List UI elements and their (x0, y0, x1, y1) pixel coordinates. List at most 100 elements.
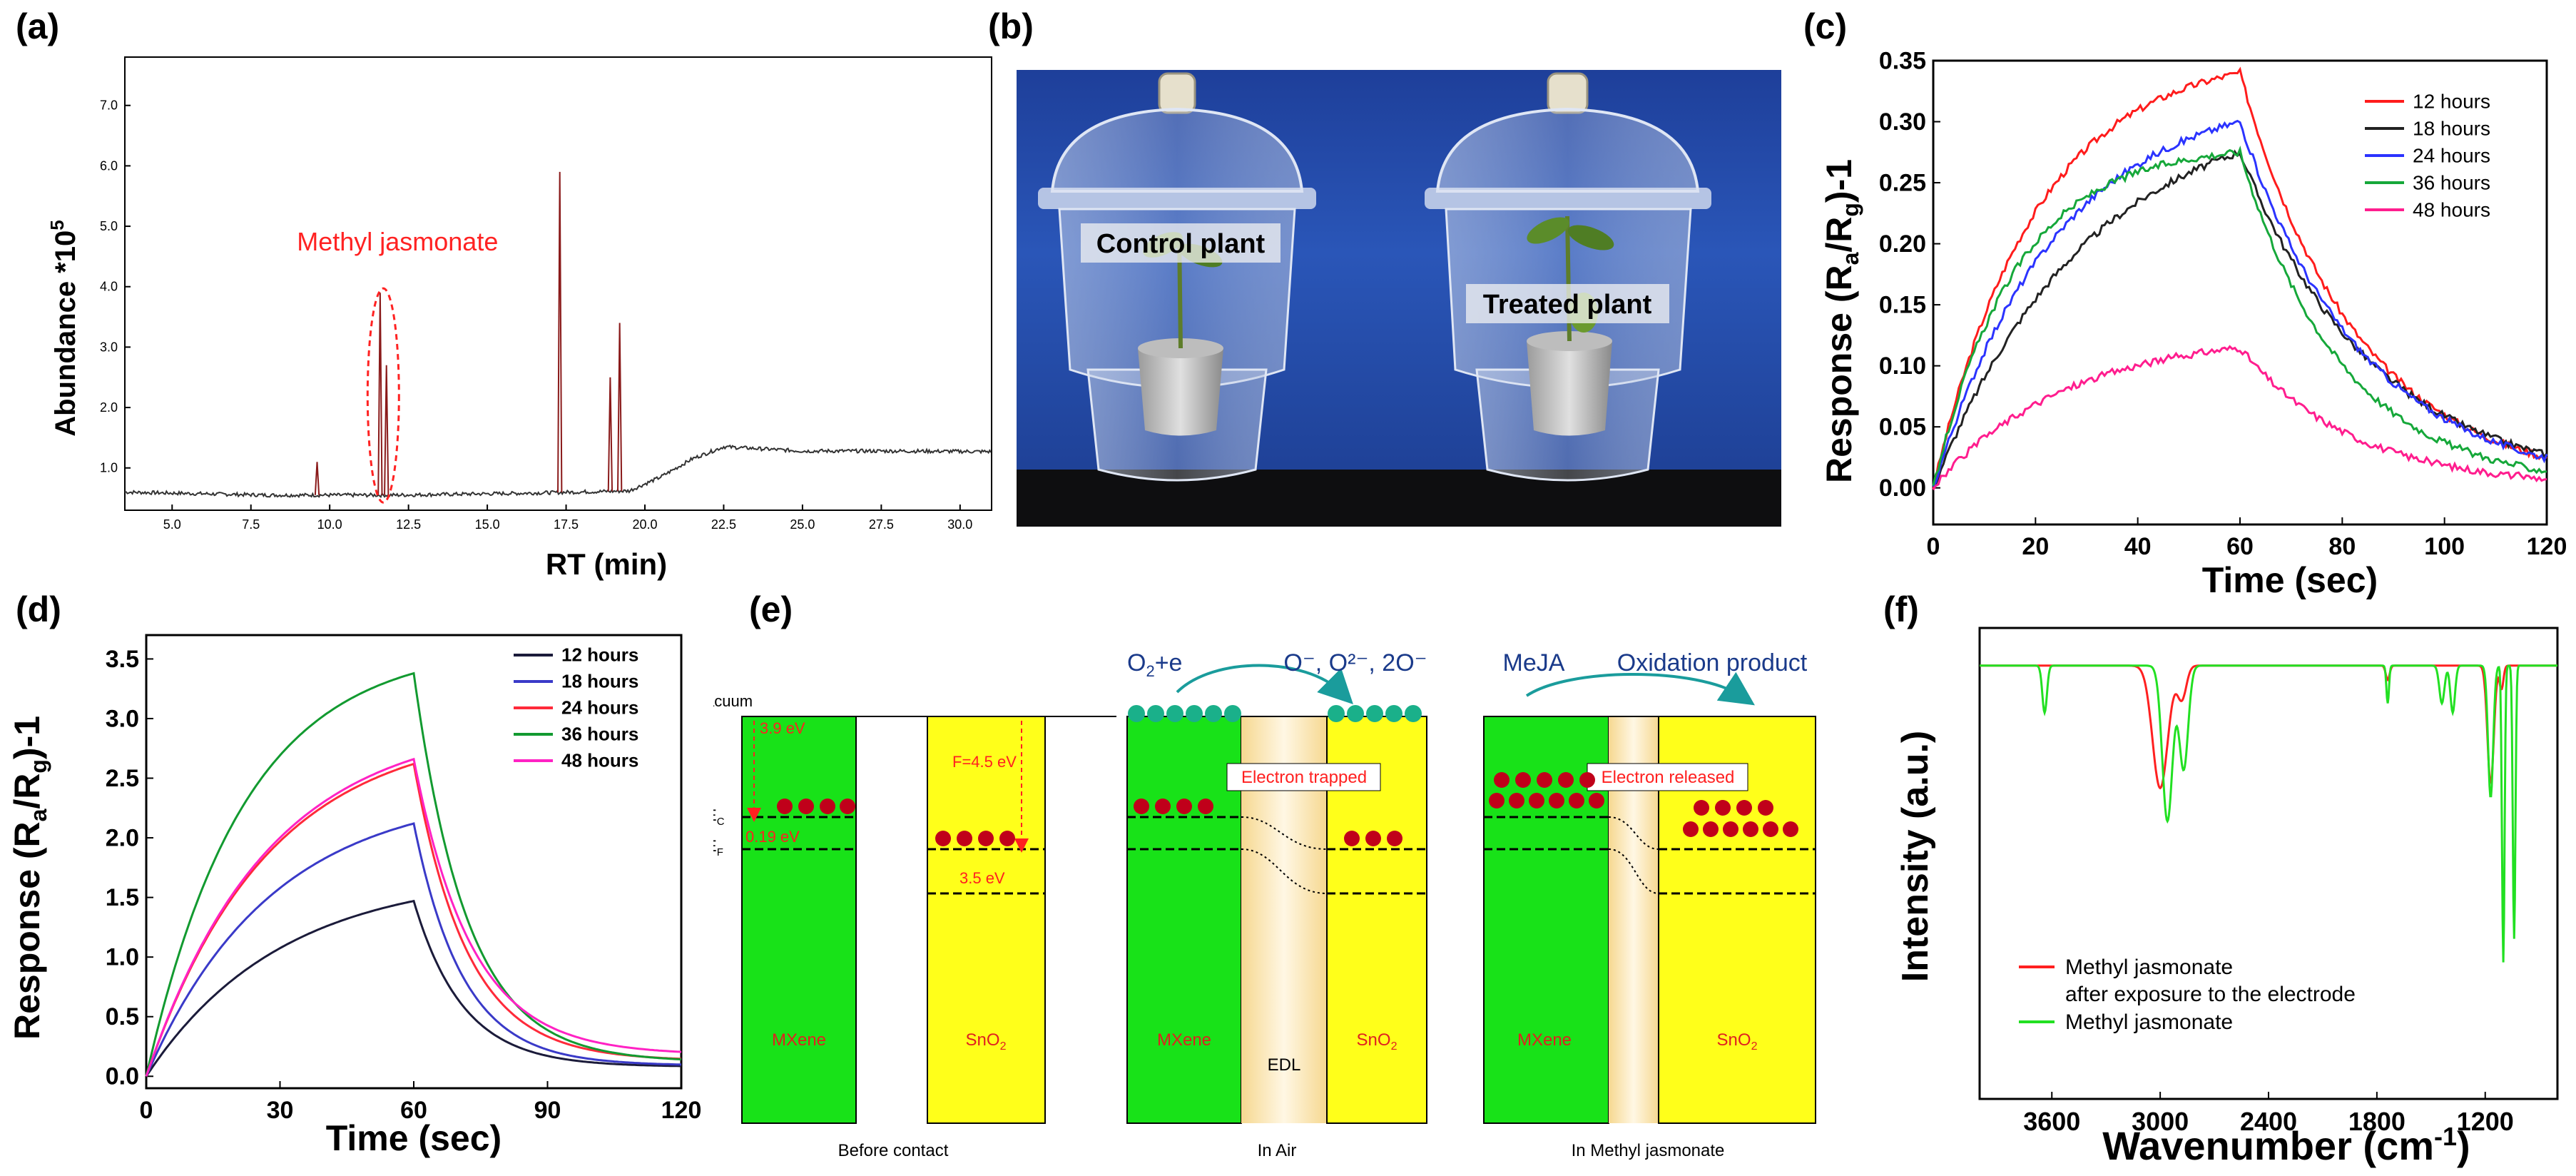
y-tick-label: 2.0 (106, 824, 139, 851)
caption-before-contact: Before contact (838, 1141, 949, 1160)
chart-f-ftir: Intensity (a.u.) 3600 3000 2400 1800 1200 Met… (1895, 627, 2559, 1168)
electrons-mxene-before (777, 799, 855, 814)
x-tick-label: 100 (2424, 533, 2465, 560)
series-line-18-hours (145, 822, 682, 1077)
x-tick-label: 10.0 (317, 517, 342, 532)
chart-a-plot-area: 5.0 7.5 10.0 12.5 15.0 17.5 20.0 22.5 25.0 27.5 30… (100, 56, 992, 532)
x-tick-label: 27.5 (869, 517, 894, 532)
chromatogram-peak (557, 171, 563, 493)
chart-a-xlabel: RT (min) (546, 547, 667, 581)
x-tick-label: 3600 (2023, 1107, 2080, 1136)
y-tick-label: 4.0 (100, 280, 118, 294)
oxygen-species-label: O⁻, O²⁻, 2O⁻ (1283, 649, 1427, 676)
x-tick-label: 15.0 (475, 517, 500, 532)
panel-label-a: (a) (16, 6, 60, 46)
chromatogram-peak (617, 323, 623, 492)
legend-label: 18 hours (2413, 117, 2490, 139)
mxene-label-2: MXene (1157, 1030, 1211, 1050)
x-tick-label: 25.0 (790, 517, 815, 532)
legend-label: 12 hours (561, 644, 638, 666)
chart-c-ylabel: Response (Ra/Rg)-1 (1819, 159, 1863, 483)
mxene-label-3: MXene (1517, 1030, 1572, 1050)
legend-label: after exposure to the electrode (2065, 983, 2356, 1006)
chart-a-annotation-ellipse (366, 287, 400, 504)
chromatogram-peak (314, 462, 320, 495)
y-tick-label: 0.20 (1879, 230, 1926, 258)
legend-label: Methyl jasmonate (2065, 956, 2233, 979)
series-line-48-hours (145, 757, 682, 1077)
y-tick-label: 1.0 (100, 461, 118, 475)
photo-right-label: Treated plant (1483, 290, 1652, 320)
x-tick-label: 0 (140, 1097, 153, 1124)
x-tick-label: 7.5 (242, 517, 260, 532)
legend-label: 36 hours (561, 724, 638, 745)
electron-released-label: Electron released (1602, 768, 1735, 787)
electrons-sno2-air (1344, 831, 1402, 846)
series-line-12-hours (1932, 66, 2547, 490)
y-tick-label: 6.0 (100, 158, 118, 173)
chromatogram-peak (607, 377, 614, 492)
x-tick-label: 30 (267, 1097, 294, 1124)
sno2-label-2: SnO2 (1357, 1030, 1398, 1053)
photo-left-label: Control plant (1096, 229, 1266, 259)
series-line-36-hours (145, 671, 682, 1077)
y-tick-label: 7.0 (100, 98, 118, 113)
chart-a-ylabel: Abundance *105 (46, 220, 81, 436)
y-tick-label: 0.15 (1879, 291, 1926, 318)
vacuum-label: Vacuum (713, 692, 753, 710)
caption-in-air: In Air (1258, 1141, 1297, 1160)
legend-label: 24 hours (2413, 144, 2490, 166)
chart-d-ylabel: Response (Ra/Rg)-1 (7, 716, 51, 1040)
chart-d-xlabel: Time (sec) (326, 1118, 502, 1158)
chart-c-xlabel: Time (sec) (2202, 560, 2378, 599)
sno2-label-1: SnO2 (966, 1030, 1007, 1053)
chart-d-plot-area: 0 30 60 90 120 0.0 0.5 1.0 1.5 2.0 2.5 3.0 3.5 12 hou… (106, 634, 701, 1124)
band-label-35: 3.5 eV (959, 869, 1005, 887)
series-line-36-hours (1932, 145, 2547, 486)
electrons-sno2-before (935, 831, 1015, 846)
x-tick-label: 80 (2328, 533, 2356, 560)
panel-label-f: (f) (1883, 589, 1919, 629)
y-tick-label: 0.30 (1879, 108, 1926, 136)
adsorbed-oxygen-right (1328, 705, 1422, 722)
ftir-series-0 (1980, 664, 2557, 790)
left-desiccator: Control plant (1038, 72, 1316, 482)
band-label-45: F=4.5 eV (952, 753, 1017, 771)
chart-d-response: Response (Ra/Rg)-1 0 30 60 90 120 0.0 0.5 1.0 1.… (7, 634, 701, 1158)
sno2-label-3: SnO2 (1717, 1030, 1758, 1053)
y-tick-label: 0.5 (106, 1003, 139, 1030)
panel-label-c: (c) (1803, 6, 1848, 46)
x-tick-label: 2400 (2240, 1107, 2297, 1136)
x-tick-label: 60 (400, 1097, 427, 1124)
x-tick-label: 17.5 (554, 517, 579, 532)
panel-label-d: (d) (16, 589, 61, 629)
y-tick-label: 0.35 (1879, 47, 1926, 74)
y-tick-label: 0.00 (1879, 475, 1926, 502)
y-tick-label: 3.0 (106, 705, 139, 732)
band-in-meja: MeJA Oxidation product Electron released… (1483, 649, 1816, 1160)
mxene-label-1: MXene (772, 1030, 826, 1050)
meja-label: MeJA (1503, 649, 1565, 676)
series-line-24-hours (145, 762, 682, 1077)
y-tick-label: 1.5 (106, 884, 139, 911)
ef-label: EF (713, 837, 723, 858)
legend-label: 36 hours (2413, 171, 2490, 193)
chromatogram-peak (377, 293, 383, 495)
legend-label: 48 hours (2413, 198, 2490, 220)
legend-label: 48 hours (561, 750, 638, 771)
band-before-contact: Vacuum 3.9 eV 0.19 eV F=4.5 eV 3.5 eV EC… (713, 692, 1116, 1160)
x-tick-label: 22.5 (711, 517, 736, 532)
x-tick-label: 20.0 (632, 517, 657, 532)
series-line-48-hours (1932, 345, 2547, 491)
chart-f-ylabel: Intensity (a.u.) (1895, 731, 1936, 982)
band-diagram: Vacuum 3.9 eV 0.19 eV F=4.5 eV 3.5 eV EC… (713, 649, 1816, 1160)
electron-trapped-label: Electron trapped (1241, 768, 1367, 787)
x-tick-label: 3000 (2132, 1107, 2189, 1136)
x-tick-label: 90 (534, 1097, 561, 1124)
x-tick-label: 60 (2226, 533, 2254, 560)
electrons-sno2-meja (1683, 800, 1798, 837)
y-tick-label: 0.25 (1879, 169, 1926, 196)
y-tick-label: 0.10 (1879, 353, 1926, 380)
band-label-019: 0.19 eV (745, 828, 800, 846)
adsorbed-oxygen-left (1128, 705, 1241, 722)
